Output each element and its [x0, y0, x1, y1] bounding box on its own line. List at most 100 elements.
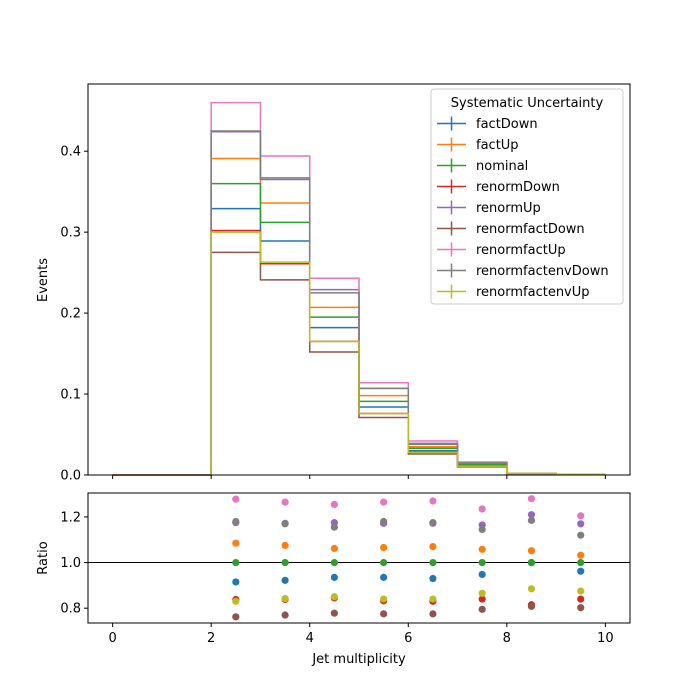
legend-label: renormfactenvUp: [476, 285, 590, 300]
ratio-point-factDown: [232, 578, 240, 586]
events-panel: 0.0 0.1 0.2 0.3 0.4 Events: [36, 83, 631, 484]
ratio-point-renormUp: [577, 520, 585, 528]
ratio-x-ticks: 0 2 4 6 8 10: [108, 623, 614, 646]
ratio-point-factUp: [330, 544, 338, 553]
histogram-series-group: [112, 101, 606, 476]
legend-item-renormfactDown: renormfactDown: [437, 221, 585, 237]
ratio-point-renormfactDown: [281, 611, 289, 619]
ratio-point-nominal: [478, 558, 486, 567]
legend-label: factDown: [476, 117, 538, 132]
ratio-point-renormfactenvDown: [281, 520, 289, 528]
ratio-point-renormfactUp: [232, 495, 240, 503]
legend-items: factDown factUp nominal renormDown renormUp r…: [437, 116, 609, 300]
ratio-point-renormfactenvDown: [232, 517, 240, 526]
ratio-point-renormfactUp: [330, 500, 338, 509]
legend-title: Systematic Uncertainty: [451, 96, 604, 111]
ratio-point-renormfactenvUp: [380, 595, 388, 603]
ratio-point-factDown: [478, 570, 486, 579]
ratio-point-renormfactDown: [380, 610, 388, 618]
ratio-point-renormfactUp: [478, 505, 486, 513]
ratio-point-factUp: [577, 551, 585, 559]
ratio-y-ticks: 0.8 1.0 1.2: [60, 510, 88, 617]
ratio-y-tick-label: 1.2: [60, 510, 81, 525]
legend-item-renormDown: renormDown: [437, 179, 560, 195]
ratio-point-factUp: [232, 539, 240, 547]
ratio-point-nominal: [577, 558, 585, 567]
ratio-point-renormfactDown: [577, 604, 585, 612]
ratio-point-renormfactenvUp: [330, 593, 338, 601]
legend-item-renormfactenvDown: renormfactenvDown: [437, 263, 609, 279]
events-y-axis-label: Events: [36, 258, 51, 302]
ratio-panel: 0.8 1.0 1.2 0 2 4 6 8 10 Ratio Jet multiplicity: [36, 492, 631, 667]
legend-label: renormfactenvDown: [476, 264, 609, 279]
legend-item-renormfactUp: renormfactUp: [437, 242, 566, 258]
events-y-tick-label: 0.0: [60, 469, 81, 484]
ratio-point-factUp: [281, 541, 289, 550]
ratio-point-nominal: [429, 558, 437, 567]
events-y-tick-label: 0.2: [60, 307, 81, 322]
ratio-point-factDown: [330, 573, 338, 581]
ratio-point-nominal: [232, 558, 240, 567]
ratio-point-renormfactenvUp: [281, 594, 289, 603]
events-panel-frame: [87, 83, 631, 476]
ratio-point-renormfactenvUp: [478, 589, 486, 597]
ratio-point-factDown: [281, 576, 289, 584]
legend-item-renormfactenvUp: renormfactenvUp: [437, 284, 590, 300]
ratio-point-renormfactUp: [527, 495, 536, 503]
ratio-point-renormfactenvDown: [429, 519, 437, 527]
ratio-point-nominal: [330, 558, 338, 567]
legend-label: renormfactUp: [476, 243, 566, 258]
legend: Systematic Uncertainty factDown factUp nom…: [430, 88, 624, 305]
ratio-point-renormfactenvDown: [577, 531, 585, 539]
histogram-renormfactenvUp: [112, 231, 606, 476]
legend-label: factUp: [476, 138, 519, 153]
x-tick-label: 8: [503, 631, 511, 646]
ratio-point-factUp: [429, 542, 437, 551]
ratio-point-renormfactUp: [429, 497, 437, 505]
legend-item-factDown: factDown: [437, 116, 538, 132]
ratio-point-renormfactenvUp: [429, 595, 437, 603]
events-x-ticks: [112, 475, 606, 479]
legend-label: renormfactDown: [476, 222, 585, 237]
ratio-point-renormfactUp: [281, 498, 289, 506]
events-y-ticks: 0.0 0.1 0.2 0.3 0.4: [60, 145, 88, 484]
ratio-point-renormfactenvDown: [380, 517, 388, 526]
legend-label: nominal: [476, 159, 528, 174]
events-y-tick-label: 0.1: [60, 388, 81, 403]
ratio-point-renormDown: [478, 595, 486, 603]
ratio-point-renormfactDown: [478, 605, 486, 613]
ratio-point-renormfactDown: [330, 609, 338, 617]
ratio-y-tick-label: 0.8: [60, 602, 81, 617]
ratio-point-renormfactenvUp: [577, 587, 585, 595]
x-axis-label: Jet multiplicity: [311, 652, 406, 667]
ratio-point-renormfactUp: [380, 498, 388, 506]
ratio-point-factUp: [478, 545, 486, 553]
ratio-point-renormfactenvDown: [478, 525, 486, 534]
legend-label: renormDown: [476, 180, 560, 195]
x-tick-label: 2: [207, 631, 215, 646]
ratio-point-renormfactenvDown: [330, 523, 338, 531]
ratio-point-renormfactUp: [577, 512, 585, 520]
ratio-points-group: [232, 495, 585, 621]
events-y-tick-label: 0.4: [60, 145, 81, 160]
ratio-panel-frame: [87, 492, 631, 624]
ratio-point-renormfactenvUp: [232, 597, 240, 605]
ratio-point-factDown: [380, 573, 388, 581]
ratio-point-nominal: [527, 558, 536, 567]
ratio-point-renormfactenvUp: [527, 585, 536, 593]
legend-item-factUp: factUp: [437, 137, 519, 153]
ratio-y-tick-label: 1.0: [60, 556, 81, 571]
ratio-point-factDown: [429, 574, 437, 583]
ratio-point-factDown: [577, 567, 585, 575]
x-tick-label: 10: [597, 631, 614, 646]
ratio-point-nominal: [281, 558, 289, 567]
ratio-point-factUp: [380, 543, 388, 552]
ratio-point-renormfactDown: [527, 602, 536, 610]
x-tick-label: 0: [108, 631, 116, 646]
legend-label: renormUp: [476, 201, 541, 216]
ratio-point-renormfactenvDown: [527, 516, 536, 524]
x-tick-label: 6: [404, 631, 412, 646]
ratio-point-renormUp: [527, 511, 536, 519]
events-y-tick-label: 0.3: [60, 226, 81, 241]
